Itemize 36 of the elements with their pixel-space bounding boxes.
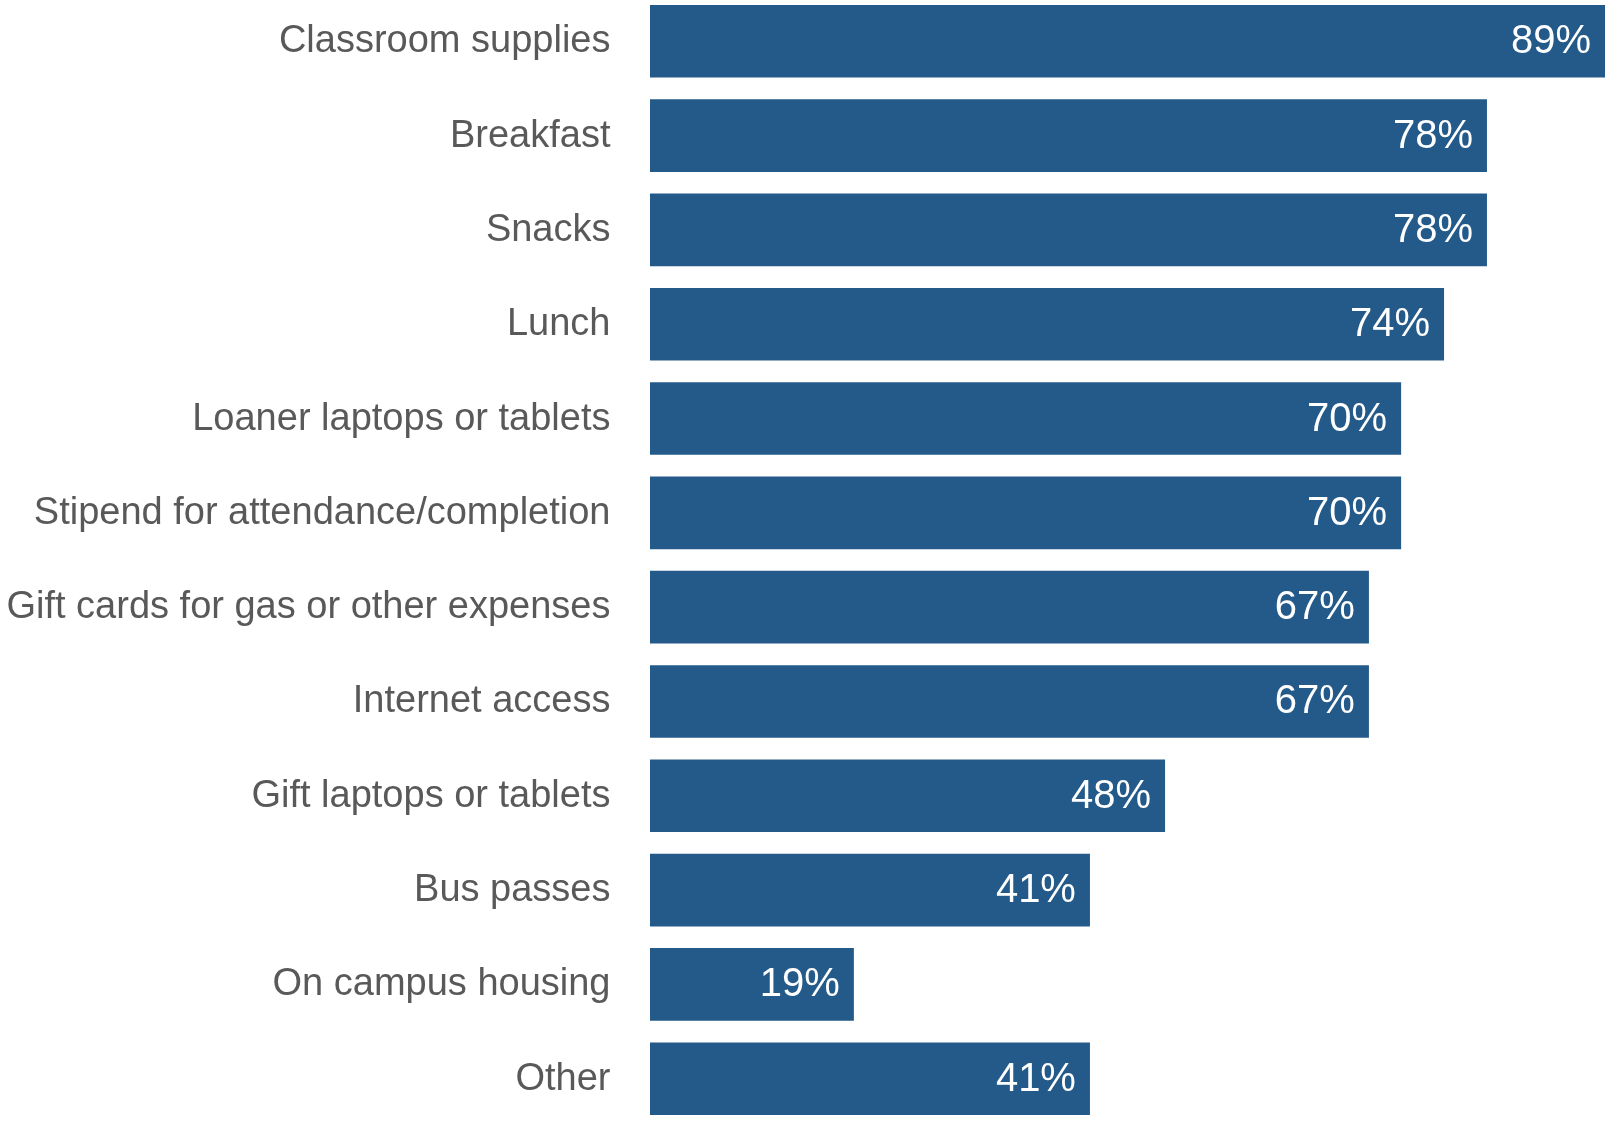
data-label: 74% <box>1349 300 1431 345</box>
bar <box>650 759 1166 833</box>
data-label: 67% <box>1274 677 1355 722</box>
y-tick-label: Loaner laptops or tablets <box>192 395 611 438</box>
data-label: 89% <box>1510 17 1591 62</box>
bar <box>650 5 1605 78</box>
y-tick-label: Other <box>515 1055 611 1098</box>
bar <box>650 287 1445 361</box>
y-tick-label: Bus passes <box>414 867 611 910</box>
data-label: 41% <box>995 866 1076 911</box>
data-label: 67% <box>1274 583 1355 628</box>
bar <box>650 193 1487 267</box>
bar <box>650 382 1402 455</box>
data-label: 48% <box>1070 771 1152 816</box>
bar <box>650 948 854 1021</box>
y-tick-label: Stipend for attendance/completion <box>33 489 611 532</box>
y-tick-label: Classroom supplies <box>278 18 611 61</box>
y-tick-label: Breakfast <box>449 112 611 155</box>
y-tick-label: Snacks <box>485 206 611 249</box>
bar <box>650 665 1369 738</box>
y-tick-label: On campus housing <box>272 961 611 1004</box>
y-tick-label: Lunch <box>506 301 611 344</box>
data-label: 19% <box>759 960 840 1005</box>
bar <box>650 476 1402 550</box>
bar <box>650 1042 1090 1115</box>
bar <box>650 99 1487 172</box>
y-tick-label: Gift cards for gas or other expenses <box>6 584 611 627</box>
data-label: 78% <box>1392 205 1473 250</box>
data-label: 70% <box>1307 394 1388 439</box>
data-label: 78% <box>1392 111 1473 156</box>
y-tick-label: Gift laptops or tablets <box>251 772 611 815</box>
y-tick-label: Internet access <box>352 678 611 721</box>
data-label: 41% <box>995 1054 1076 1099</box>
bar <box>650 853 1090 927</box>
data-label: 70% <box>1307 488 1388 533</box>
bar <box>650 570 1369 644</box>
